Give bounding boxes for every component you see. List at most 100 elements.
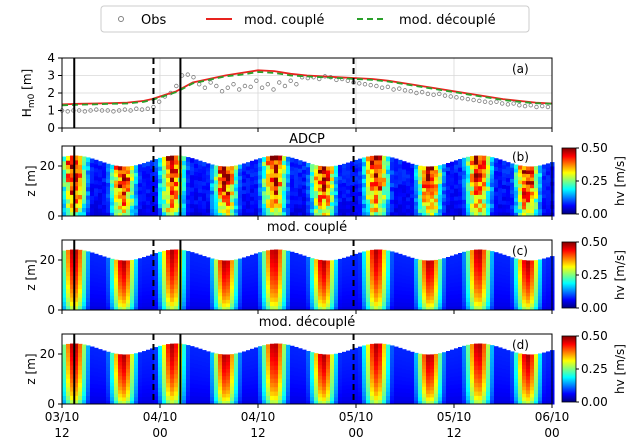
heatmap-cell (158, 289, 163, 294)
heatmap-cell (274, 253, 279, 259)
heatmap-cell (326, 299, 331, 304)
heatmap-cell (262, 178, 267, 183)
heatmap-cell (110, 400, 115, 405)
heatmap-cell (406, 260, 411, 265)
heatmap-cell (246, 173, 251, 179)
heatmap-cell (430, 285, 435, 290)
heatmap-cell (330, 372, 335, 377)
heatmap-cell (310, 175, 315, 180)
heatmap-cell (394, 387, 399, 393)
heatmap-cell (446, 294, 451, 300)
heatmap-cell (526, 285, 531, 290)
heatmap-cell (246, 185, 251, 190)
heatmap-cell (462, 255, 467, 261)
heatmap-cell (370, 386, 375, 392)
heatmap-cell (278, 301, 283, 307)
heatmap-cell (302, 388, 307, 393)
heatmap-cell (174, 172, 179, 178)
heatmap-cell (342, 374, 347, 379)
heatmap-cell (198, 376, 203, 381)
heatmap-cell (142, 163, 147, 168)
heatmap-cell (174, 305, 179, 311)
heatmap-cell (94, 269, 99, 275)
heatmap-cell (318, 386, 323, 391)
heatmap-cell (246, 388, 251, 393)
heatmap-cell (398, 301, 403, 307)
heatmap-cell (274, 155, 279, 161)
heatmap-cell (94, 387, 99, 393)
heatmap-cell (242, 366, 247, 371)
heatmap-cell (174, 395, 179, 401)
heatmap-cell (186, 391, 191, 397)
heatmap-cell (150, 204, 155, 209)
heatmap-cell (398, 253, 403, 259)
heatmap-cell (362, 366, 367, 372)
heatmap-cell (538, 306, 543, 311)
heatmap-cell (522, 274, 527, 279)
heatmap-cell (406, 193, 411, 198)
heatmap-cell (302, 357, 307, 362)
heatmap-cell (102, 388, 107, 394)
heatmap-cell (130, 400, 135, 405)
heatmap-cell (86, 186, 91, 192)
heatmap-cell (366, 399, 371, 405)
heatmap-cell (310, 193, 315, 198)
heatmap-cell (386, 165, 391, 170)
heatmap-cell (454, 184, 459, 189)
heatmap-cell (354, 355, 359, 361)
heatmap-cell (306, 362, 311, 367)
heatmap-cell (186, 263, 191, 269)
heatmap-cell (98, 400, 103, 405)
heatmap-cell (174, 258, 179, 263)
heatmap-cell (62, 267, 67, 273)
heatmap-cell (106, 204, 111, 210)
heatmap-cell (378, 203, 383, 208)
heatmap-cell (542, 295, 547, 300)
panel-c-ytick-label: 20 (40, 253, 55, 267)
heatmap-cell (254, 207, 259, 213)
heatmap-cell (82, 361, 87, 367)
heatmap-cell (542, 258, 547, 263)
heatmap-cell (302, 271, 307, 276)
heatmap-cell (394, 350, 399, 356)
obs-point (208, 80, 213, 85)
heatmap-cell (382, 185, 387, 191)
heatmap-cell (414, 269, 419, 274)
heatmap-cell (162, 374, 167, 380)
heatmap-cell (402, 196, 407, 201)
heatmap-cell (114, 208, 119, 213)
heatmap-cell (482, 258, 487, 264)
heatmap-cell (262, 357, 267, 363)
heatmap-cell (182, 190, 187, 196)
heatmap-cell (442, 171, 447, 176)
heatmap-cell (186, 255, 191, 260)
heatmap-cell (470, 160, 475, 166)
heatmap-cell (266, 203, 271, 208)
heatmap-cell (142, 212, 147, 217)
heatmap-cell (322, 208, 327, 213)
heatmap-cell (246, 200, 251, 205)
heatmap-cell (318, 183, 323, 188)
heatmap-cell (502, 298, 507, 303)
heatmap-cell (306, 185, 311, 190)
heatmap-cell (254, 195, 259, 201)
heatmap-cell (350, 290, 355, 295)
heatmap-cell (466, 161, 471, 166)
heatmap-cell (278, 343, 283, 349)
heatmap-cell (366, 365, 371, 371)
heatmap-cell (482, 164, 487, 170)
heatmap-cell (330, 184, 335, 189)
heatmap-cell (86, 349, 91, 355)
heatmap-cell (350, 161, 355, 166)
heatmap-cell (86, 259, 91, 265)
heatmap-cell (382, 301, 387, 307)
heatmap-cell (298, 384, 303, 389)
heatmap-cell (162, 211, 167, 217)
heatmap-cell (430, 295, 435, 300)
heatmap-cell (426, 372, 431, 377)
heatmap-cell (110, 277, 115, 282)
heatmap-cell (330, 285, 335, 290)
heatmap-cell (266, 344, 271, 350)
heatmap-cell (482, 203, 487, 208)
heatmap-cell (206, 193, 211, 198)
